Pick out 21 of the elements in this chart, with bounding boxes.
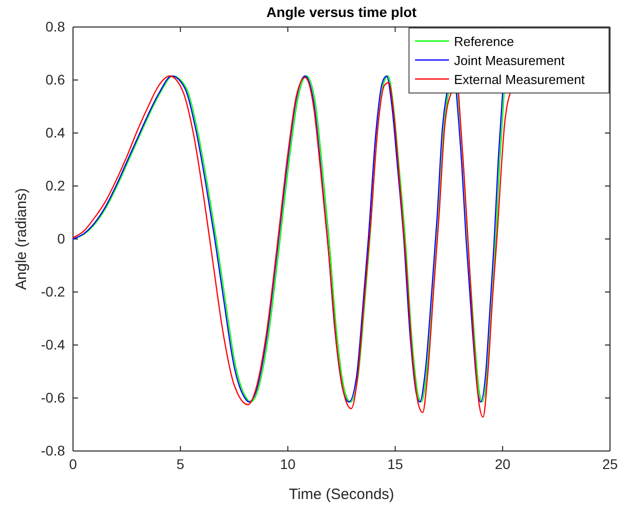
x-tick-label: 15 (387, 456, 404, 472)
legend-label: Reference (454, 34, 514, 49)
legend-label: Joint Measurement (454, 53, 565, 68)
y-tick-label: 0.4 (46, 124, 66, 140)
y-axis-title: Angle (radians) (13, 188, 30, 290)
x-tick-label: 20 (494, 456, 511, 472)
x-tick-label: 10 (280, 456, 296, 472)
y-tick-label: 0.2 (46, 177, 66, 194)
y-tick-label: -0.8 (40, 442, 66, 458)
y-tick-label: -0.4 (40, 336, 66, 352)
legend-label: External Measurement (454, 72, 586, 87)
y-tick-label: -0.2 (40, 283, 66, 300)
y-tick-label: 0.8 (46, 18, 66, 34)
y-tick-label: 0 (57, 230, 66, 246)
x-tick-label: 25 (602, 456, 618, 472)
y-tick-label: 0.6 (46, 71, 66, 88)
x-tick-label: 5 (176, 456, 184, 472)
x-axis-title: Time (Seconds) (288, 486, 394, 503)
x-tick-label: 0 (69, 456, 78, 472)
y-tick-label: -0.6 (40, 389, 66, 406)
chart-title: Angle versus time plot (266, 4, 417, 20)
